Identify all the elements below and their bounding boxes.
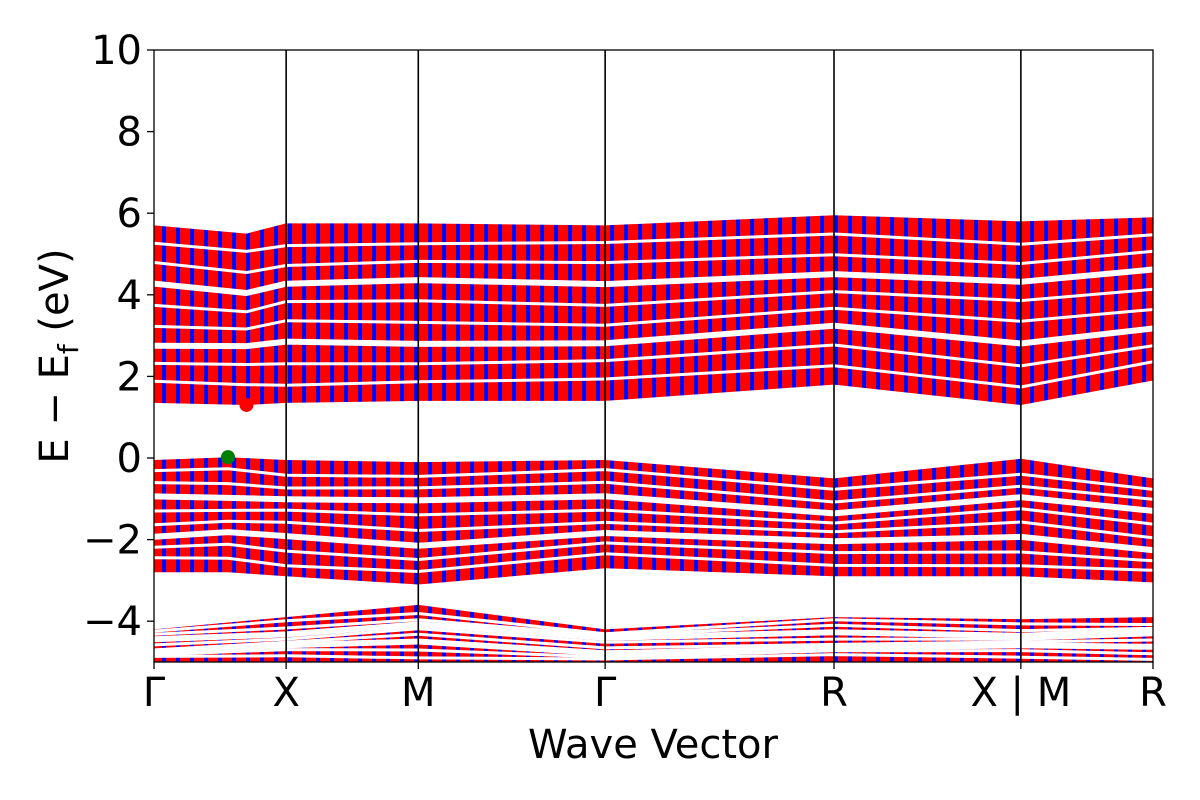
y-axis-label: E − Ef (eV) xyxy=(32,248,85,463)
band-gap-line xyxy=(154,541,1153,563)
band-gap-line xyxy=(154,529,1153,554)
x-axis: Γ X M Γ R X | M R xyxy=(143,662,1167,716)
y-tick-label: 10 xyxy=(91,28,142,74)
x-tick-label: M xyxy=(401,670,436,716)
band-gap-line xyxy=(154,507,1153,526)
band-gap-line xyxy=(154,493,1153,517)
y-axis-label-main: E − E xyxy=(32,354,78,464)
band-gap-line xyxy=(154,519,1153,540)
x-tick-label: R xyxy=(820,670,848,716)
band-gap-line xyxy=(154,322,1153,350)
x-tick-label: R xyxy=(1139,670,1167,716)
y-tick-label: −2 xyxy=(83,518,142,564)
y-axis-label-subscript: f xyxy=(52,343,85,354)
plot-frame xyxy=(153,49,1154,663)
band-gap-line xyxy=(154,306,1153,331)
markers-layer xyxy=(221,397,254,465)
vbm-marker xyxy=(221,450,235,465)
x-tick-label: Γ xyxy=(594,670,617,716)
y-axis: −4 −2 0 2 4 6 8 10 xyxy=(83,28,154,645)
band-gap-line xyxy=(154,266,1153,296)
x-axis-label: Wave Vector xyxy=(528,722,779,768)
y-tick-label: 0 xyxy=(117,436,142,482)
band-gap-line xyxy=(154,552,1153,573)
band-gap-line xyxy=(154,287,1153,314)
x-tick-label: X xyxy=(272,670,299,716)
cbm-marker xyxy=(239,397,254,412)
band-gap-line xyxy=(154,360,1153,389)
y-tick-label: 4 xyxy=(117,273,142,319)
y-tick-label: 8 xyxy=(117,110,142,156)
kpoint-lines xyxy=(285,50,1022,662)
band-gap-line xyxy=(154,232,1153,253)
y-tick-label: 2 xyxy=(117,354,142,400)
band-gap-line xyxy=(154,480,1153,504)
band-gap-line xyxy=(154,343,1153,368)
y-tick-label: 6 xyxy=(117,191,142,237)
band-gap-line xyxy=(154,467,1153,491)
y-axis-label-unit: (eV) xyxy=(32,248,78,344)
x-tick-label: X | M xyxy=(970,670,1071,716)
band-gap-line xyxy=(154,249,1153,274)
x-tick-label: Γ xyxy=(143,670,166,716)
y-tick-label: −4 xyxy=(83,599,142,645)
